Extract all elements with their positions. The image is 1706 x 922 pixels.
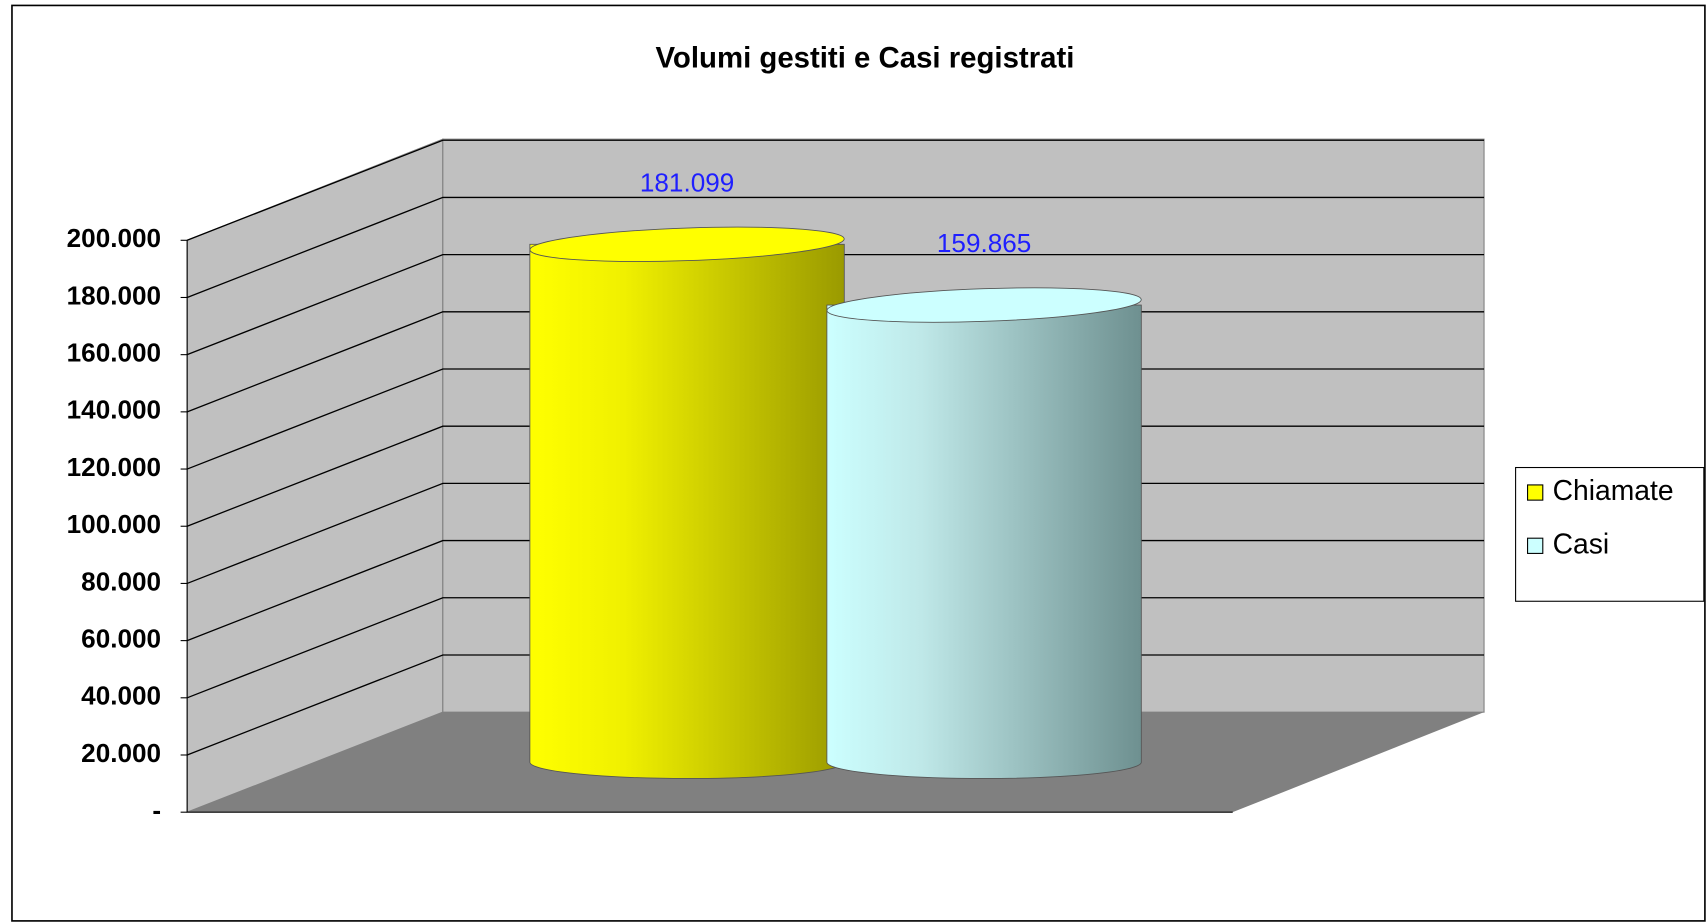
grid-line (186, 253, 1485, 356)
cylinder (826, 304, 1142, 779)
y-tick-label: 60.000 (81, 624, 161, 654)
legend (1515, 466, 1705, 602)
chart-title: Volumi gestiti e Casi registrati (656, 42, 1075, 75)
y-tick-label: 140.000 (67, 395, 161, 425)
value-label: 181.099 (640, 167, 734, 197)
value-label: 159.865 (937, 228, 1031, 258)
legend-swatch (1527, 484, 1544, 501)
legend-label: Chiamate (1553, 474, 1674, 506)
y-tick-label: 160.000 (67, 338, 161, 368)
y-tick-label: 200.000 (67, 223, 161, 253)
y-tick-label: 40.000 (81, 681, 161, 711)
y-tick-label: 180.000 (67, 280, 161, 310)
legend-label: Casi (1553, 527, 1610, 559)
y-tick-label: 120.000 (67, 452, 161, 482)
cylinder-top (826, 287, 1142, 323)
y-tick-label: 80.000 (81, 566, 161, 596)
grid-line (186, 139, 1485, 241)
grid-line (186, 196, 1485, 299)
cylinder (529, 243, 845, 779)
legend-swatch (1527, 537, 1544, 554)
cylinder-top (529, 226, 845, 262)
y-tick-label: - (152, 795, 161, 825)
y-tick-label: 100.000 (67, 509, 161, 539)
y-tick-label: 20.000 (81, 738, 161, 768)
